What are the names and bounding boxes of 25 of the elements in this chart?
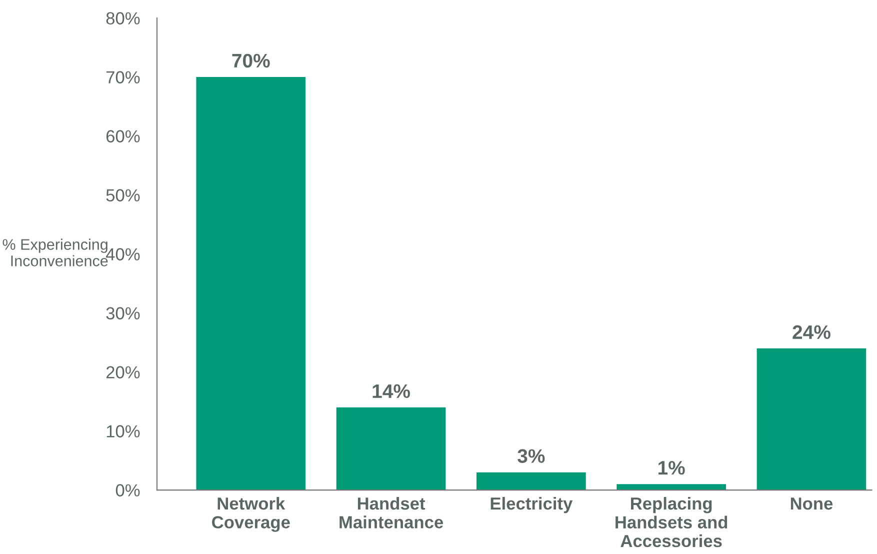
x-tick-label: Electricity xyxy=(490,496,573,514)
y-tick-label: 60% xyxy=(106,130,140,142)
bar xyxy=(616,484,726,490)
y-tick-label: 0% xyxy=(116,484,140,496)
y-tick-label: 20% xyxy=(106,366,140,378)
data-label: 1% xyxy=(658,460,685,475)
bar xyxy=(336,407,446,490)
x-tick-label: Network Coverage xyxy=(212,496,290,532)
bar xyxy=(756,348,866,490)
y-tick-label: 30% xyxy=(106,307,140,320)
y-tick-label: 10% xyxy=(106,425,140,438)
y-tick-label: 70% xyxy=(106,71,140,84)
y-tick-label: 40% xyxy=(106,248,140,260)
data-label: 70% xyxy=(232,54,270,68)
y-axis-title: % Experiencing Inconvenience xyxy=(2,238,108,266)
x-tick-label: None xyxy=(790,498,833,510)
bar xyxy=(196,77,306,490)
bar xyxy=(476,472,586,490)
data-label: 3% xyxy=(518,449,545,463)
y-tick-label: 50% xyxy=(106,189,140,202)
data-label: 14% xyxy=(372,384,410,398)
x-tick-label: Replacing Handsets and Accessories xyxy=(616,496,728,548)
data-label: 24% xyxy=(792,325,830,339)
y-tick-label: 80% xyxy=(106,12,140,24)
x-tick-label: Handset Maintenance xyxy=(340,496,444,528)
